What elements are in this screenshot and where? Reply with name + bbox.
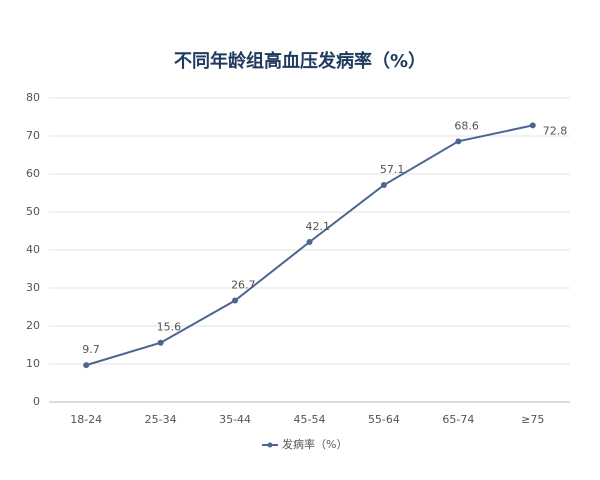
x-tick-label: 35-44 <box>219 413 251 426</box>
data-point <box>306 239 313 246</box>
y-tick-label: 0 <box>33 395 40 408</box>
data-point <box>455 138 462 145</box>
legend-marker <box>267 442 273 448</box>
data-label: 42.1 <box>306 220 331 233</box>
x-tick-label: 65-74 <box>442 413 474 426</box>
y-tick-label: 60 <box>26 167 40 180</box>
data-label: 9.7 <box>82 343 100 356</box>
data-point <box>529 122 536 129</box>
y-tick-label: 80 <box>26 91 40 104</box>
legend-label: 发病率（%） <box>282 437 347 451</box>
y-tick-label: 50 <box>26 205 40 218</box>
x-tick-label: 25-34 <box>145 413 177 426</box>
x-tick-label: 45-54 <box>294 413 326 426</box>
x-tick-label: 55-64 <box>368 413 400 426</box>
x-tick-label: 18-24 <box>70 413 102 426</box>
data-label: 68.6 <box>454 119 479 132</box>
data-point <box>380 182 387 189</box>
data-label: 57.1 <box>380 163 405 176</box>
data-label: 72.8 <box>543 124 568 137</box>
data-label: 15.6 <box>157 321 182 334</box>
y-tick-label: 20 <box>26 319 40 332</box>
x-tick-label: ≥75 <box>521 413 544 426</box>
data-point <box>157 339 164 346</box>
y-tick-label: 70 <box>26 129 40 142</box>
data-line <box>85 124 533 367</box>
chart-title: 不同年龄组高血压发病率（%） <box>174 50 426 72</box>
data-point <box>83 362 90 369</box>
data-label: 26.7 <box>231 279 256 292</box>
y-tick-label: 30 <box>26 281 40 294</box>
data-point <box>232 297 239 304</box>
y-tick-label: 40 <box>26 243 40 256</box>
y-tick-label: 10 <box>26 357 40 370</box>
